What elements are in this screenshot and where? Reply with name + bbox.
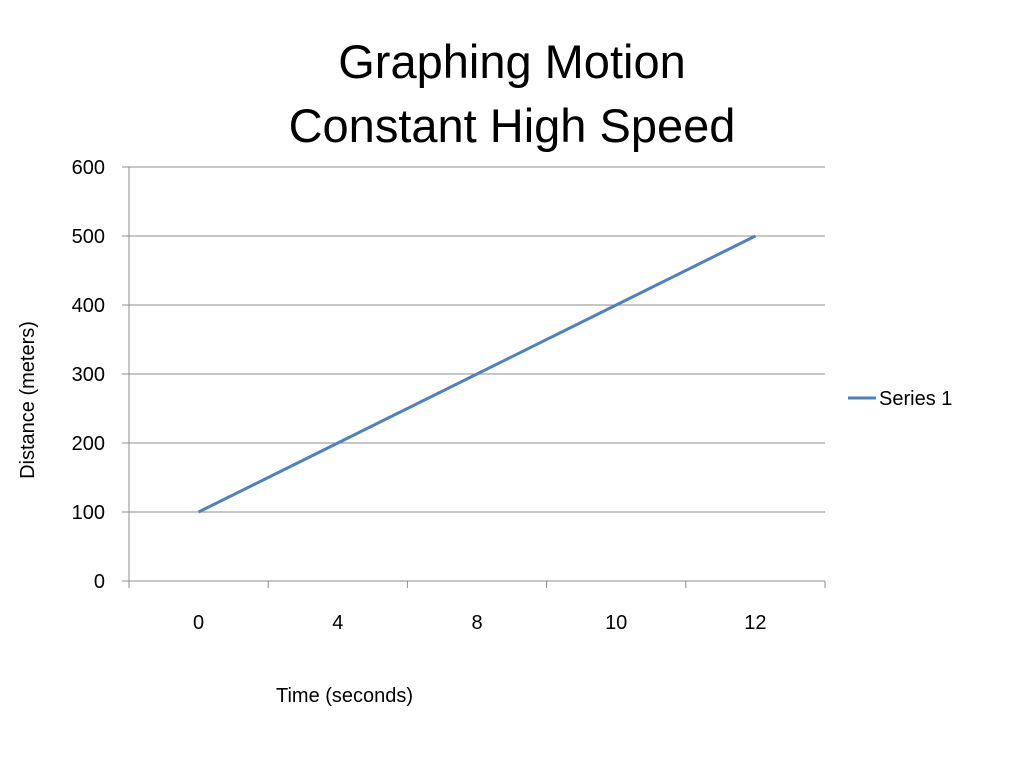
chart-title: Graphing Motion Constant High Speed [0,30,1024,158]
y-tick-label: 100 [72,502,105,524]
y-tick-label: 400 [72,295,105,317]
x-axis-label: Time (seconds) [276,685,413,707]
x-tick-label: 0 [193,612,204,634]
y-tick-label: 600 [72,157,105,179]
series-line [197,234,757,514]
y-tick-labels: 0 100 200 300 400 500 600 [72,157,105,593]
x-tick-label: 4 [332,612,343,634]
gridlines [129,166,825,513]
x-tick-labels: 0 4 8 10 12 [193,612,766,634]
legend: Series 1 [848,388,952,410]
x-tick-label: 10 [605,612,627,634]
y-tick-label: 300 [72,364,105,386]
chart-title-line-1: Graphing Motion [338,35,686,88]
series-lines [197,234,757,514]
y-tick-label: 0 [94,571,105,593]
axes [122,166,826,588]
chart-title-line-2: Constant High Speed [288,99,736,152]
x-tick-label: 12 [744,612,766,634]
y-tick-label: 200 [72,433,105,455]
legend-label: Series 1 [879,388,952,410]
x-tick-label: 8 [471,612,482,634]
y-axis-label: Distance (meters) [17,321,39,479]
y-tick-label: 500 [72,226,105,248]
